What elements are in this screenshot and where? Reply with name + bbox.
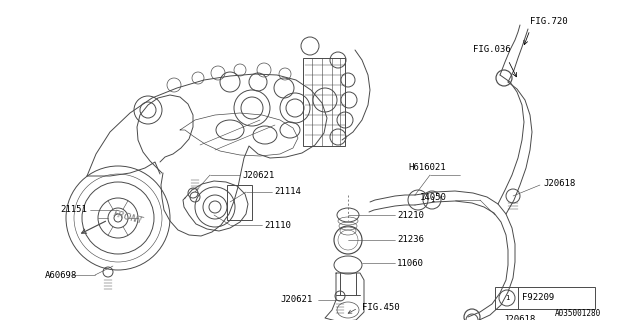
- Text: 21110: 21110: [264, 220, 291, 229]
- Text: 1: 1: [430, 197, 434, 203]
- Text: A60698: A60698: [45, 270, 77, 279]
- Text: FIG.450: FIG.450: [362, 303, 399, 313]
- Text: F92209: F92209: [522, 293, 554, 302]
- Text: 21114: 21114: [274, 188, 301, 196]
- Bar: [495, 287, 595, 309]
- Text: H616021: H616021: [408, 164, 445, 172]
- Text: J20618: J20618: [543, 179, 575, 188]
- Text: 21210: 21210: [397, 211, 424, 220]
- Text: J20621: J20621: [242, 171, 275, 180]
- Text: FIG.720: FIG.720: [530, 18, 568, 27]
- Text: 1: 1: [505, 295, 509, 301]
- Text: 14050: 14050: [420, 194, 447, 203]
- Text: 11060: 11060: [397, 259, 424, 268]
- Text: 21236: 21236: [397, 236, 424, 244]
- Text: J20618: J20618: [503, 316, 535, 320]
- Text: FRONT: FRONT: [112, 210, 144, 226]
- Text: J20621: J20621: [280, 295, 312, 305]
- Text: FIG.036: FIG.036: [473, 45, 511, 54]
- Text: 21151: 21151: [60, 205, 87, 214]
- Text: A035001280: A035001280: [555, 308, 601, 317]
